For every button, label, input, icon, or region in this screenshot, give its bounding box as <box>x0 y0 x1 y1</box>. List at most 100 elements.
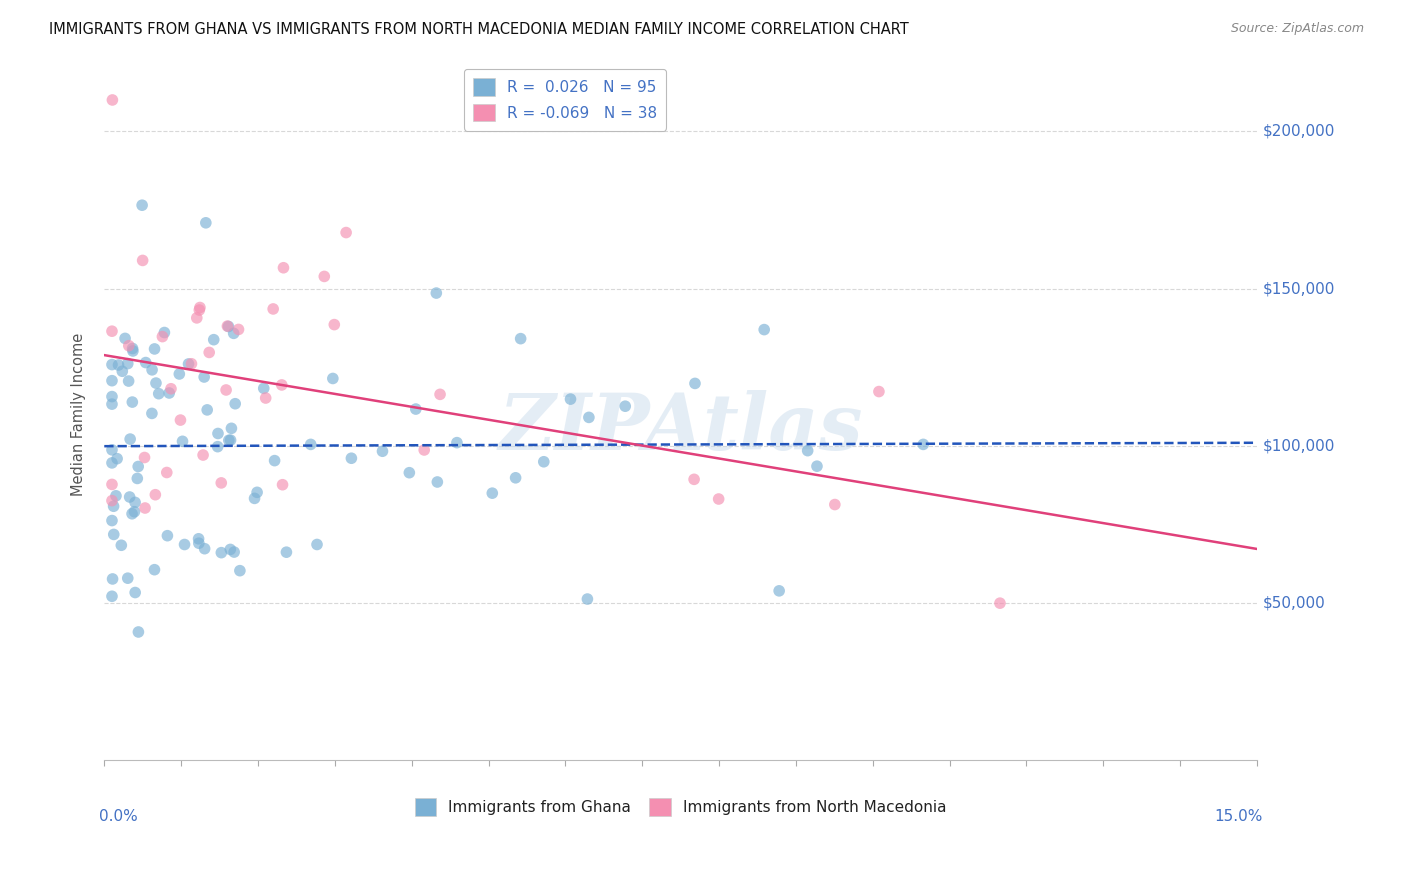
Point <box>188 301 211 315</box>
Point <box>118 339 141 353</box>
Point <box>169 413 191 427</box>
Point <box>117 571 139 585</box>
Point <box>868 384 890 399</box>
Point <box>111 364 134 378</box>
Point <box>124 505 146 519</box>
Point <box>101 589 124 603</box>
Point <box>120 432 142 446</box>
Point <box>413 442 436 457</box>
Point <box>117 357 139 371</box>
Point <box>768 583 790 598</box>
Text: $50,000: $50,000 <box>1263 596 1326 611</box>
Point <box>217 319 239 334</box>
Point <box>110 538 132 552</box>
Point <box>131 253 153 268</box>
Point <box>186 310 208 325</box>
Point <box>143 342 166 356</box>
Point <box>114 331 136 345</box>
Point <box>141 406 163 420</box>
Point <box>425 286 447 301</box>
Point <box>273 260 295 275</box>
Point <box>533 455 555 469</box>
Text: 0.0%: 0.0% <box>98 809 138 824</box>
Point <box>426 475 449 489</box>
Point <box>157 386 180 401</box>
Point <box>371 444 394 458</box>
Point <box>614 399 637 413</box>
Point <box>122 343 145 358</box>
Point <box>228 322 250 336</box>
Point <box>446 435 468 450</box>
Point <box>222 326 245 341</box>
Point <box>105 451 128 466</box>
Point <box>104 489 127 503</box>
Point <box>121 395 143 409</box>
Point <box>806 459 828 474</box>
Point <box>246 485 269 500</box>
Point <box>193 370 215 384</box>
Point <box>509 332 531 346</box>
Point <box>101 456 124 470</box>
Point <box>254 391 277 405</box>
Text: IMMIGRANTS FROM GHANA VS IMMIGRANTS FROM NORTH MACEDONIA MEDIAN FAMILY INCOME CO: IMMIGRANTS FROM GHANA VS IMMIGRANTS FROM… <box>49 22 908 37</box>
Point <box>224 397 246 411</box>
Point <box>124 495 146 509</box>
Point <box>276 545 298 559</box>
Point <box>177 357 200 371</box>
Point <box>322 371 344 385</box>
Point <box>121 342 143 356</box>
Point <box>796 443 818 458</box>
Text: Source: ZipAtlas.com: Source: ZipAtlas.com <box>1230 22 1364 36</box>
Point <box>101 397 124 411</box>
Point <box>134 501 156 516</box>
Point <box>156 466 179 480</box>
Point <box>101 493 124 508</box>
Legend: Immigrants from Ghana, Immigrants from North Macedonia: Immigrants from Ghana, Immigrants from N… <box>409 792 953 822</box>
Point <box>153 326 176 340</box>
Point <box>271 477 294 491</box>
Point <box>127 625 149 640</box>
Point <box>505 471 527 485</box>
Point <box>263 453 285 467</box>
Point <box>481 486 503 500</box>
Point <box>127 459 149 474</box>
Point <box>121 507 143 521</box>
Point <box>270 378 292 392</box>
Point <box>754 323 776 337</box>
Point <box>305 537 328 551</box>
Point <box>209 546 232 560</box>
Point <box>299 437 322 451</box>
Point <box>560 392 582 406</box>
Point <box>180 357 202 371</box>
Point <box>824 498 846 512</box>
Text: $100,000: $100,000 <box>1263 438 1336 453</box>
Point <box>578 410 600 425</box>
Point <box>169 367 191 381</box>
Point <box>118 490 141 504</box>
Point <box>217 319 239 334</box>
Point <box>194 541 217 556</box>
Point <box>912 437 935 451</box>
Point <box>101 374 124 388</box>
Point <box>576 592 599 607</box>
Point <box>101 572 124 586</box>
Text: $200,000: $200,000 <box>1263 124 1336 139</box>
Point <box>195 403 218 417</box>
Point <box>398 466 420 480</box>
Point <box>221 421 243 435</box>
Point <box>172 434 194 449</box>
Point <box>101 358 124 372</box>
Point <box>141 363 163 377</box>
Point <box>101 390 124 404</box>
Point <box>188 303 211 318</box>
Point <box>314 269 336 284</box>
Point <box>323 318 346 332</box>
Point <box>209 475 232 490</box>
Point <box>224 545 246 559</box>
Point <box>683 376 706 391</box>
Point <box>173 537 195 551</box>
Point <box>429 387 451 401</box>
Point <box>127 471 149 485</box>
Point <box>243 491 266 506</box>
Point <box>207 440 229 454</box>
